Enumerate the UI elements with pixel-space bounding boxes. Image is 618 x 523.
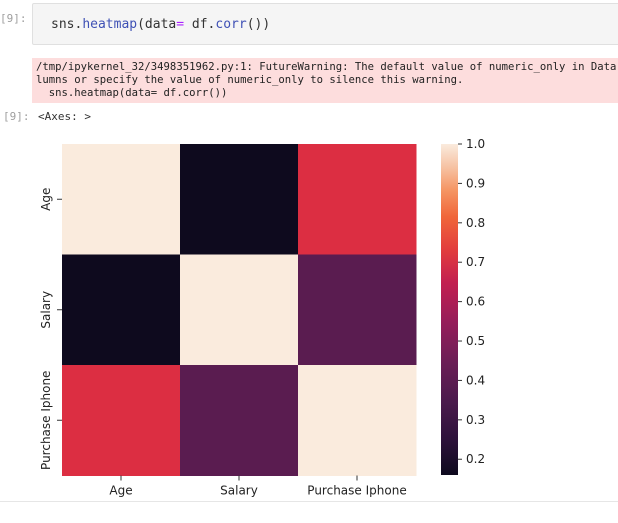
colorbar-tick-label: 0.9 <box>466 176 485 190</box>
code-text[interactable]: sns.heatmap(data= df.corr()) <box>51 17 271 32</box>
colorbar-tick-label: 0.8 <box>466 216 485 230</box>
row-label: Salary <box>39 291 53 329</box>
colorbar-tick-label: 0.5 <box>466 334 485 348</box>
row-label: Age <box>39 188 53 211</box>
heatmap-cell <box>298 254 417 366</box>
heatmap-cell <box>180 365 299 476</box>
cell-separator <box>0 501 618 502</box>
output-text: <Axes: > <box>38 110 91 123</box>
input-prompt: [9]: <box>0 12 27 25</box>
colorbar-tick-label: 0.3 <box>466 413 485 427</box>
column-label: Age <box>109 484 132 498</box>
heatmap-cell <box>62 254 181 366</box>
stderr-line: /tmp/ipykernel_32/3498351962.py:1: Futur… <box>36 61 617 73</box>
stderr-line: lumns or specify the value of numeric_on… <box>36 74 464 86</box>
stderr-line: sns.heatmap(data= df.corr()) <box>36 87 228 99</box>
heatmap-cell <box>298 365 417 476</box>
colorbar <box>441 144 458 475</box>
code-input-cell[interactable]: sns.heatmap(data= df.corr()) <box>32 3 618 45</box>
row-label: Purchase Iphone <box>39 371 53 470</box>
colorbar-tick-label: 0.6 <box>466 295 485 309</box>
column-label: Salary <box>220 484 258 498</box>
colorbar-tick-label: 0.2 <box>466 452 485 466</box>
stderr-output: /tmp/ipykernel_32/3498351962.py:1: Futur… <box>32 58 618 103</box>
colorbar-tick-label: 0.4 <box>466 373 485 387</box>
colorbar-tick-label: 1.0 <box>466 137 485 151</box>
colorbar-tick-label: 0.7 <box>466 255 485 269</box>
column-label: Purchase Iphone <box>307 484 406 498</box>
heatmap-cell <box>180 254 299 366</box>
heatmap-cell <box>298 144 417 255</box>
heatmap-cell <box>62 365 181 476</box>
output-prompt: [9]: <box>3 110 30 123</box>
heatmap-cell <box>62 144 181 255</box>
heatmap-cell <box>180 144 299 255</box>
